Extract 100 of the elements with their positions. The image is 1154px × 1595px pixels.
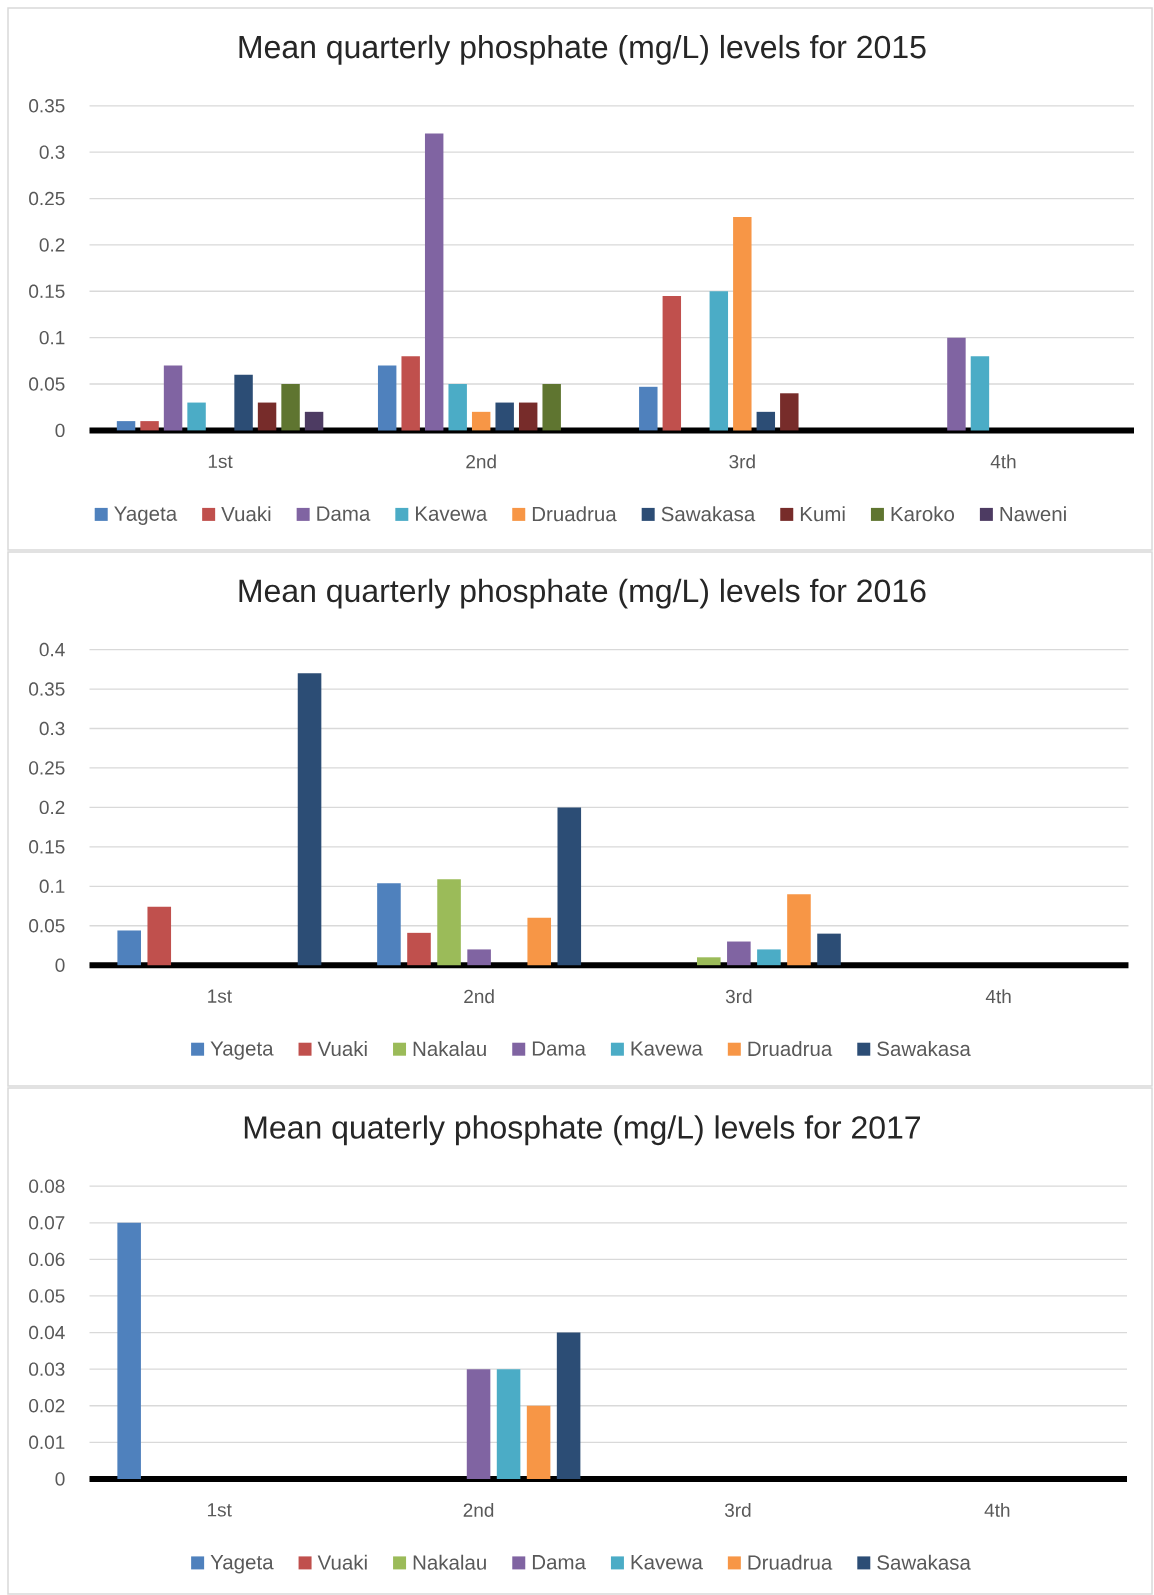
legend-label: Druadrua <box>532 506 617 522</box>
bar <box>437 879 461 966</box>
bar <box>147 906 172 966</box>
y-tick-label: 0.1 <box>39 330 65 345</box>
legend-label: Vuaki <box>221 506 271 522</box>
bar <box>787 894 811 966</box>
legend-label: Kavewa <box>416 506 488 521</box>
y-tick-label: 0.02 <box>29 1399 65 1413</box>
bar <box>495 402 514 431</box>
legend-label: Sawakasa <box>877 1554 971 1570</box>
bar <box>117 930 141 966</box>
y-tick-label: 0.2 <box>39 238 65 252</box>
bar <box>733 217 752 431</box>
legend-label: Nakalau <box>413 1041 486 1057</box>
bar <box>257 402 277 431</box>
bar <box>527 917 552 966</box>
bar <box>780 393 799 431</box>
bar <box>709 291 729 431</box>
bar <box>187 402 206 431</box>
bar <box>639 386 658 431</box>
y-tick-label: 0.4 <box>39 642 65 657</box>
bar <box>727 941 751 966</box>
bar <box>377 365 397 431</box>
legend-label: Vuaki <box>317 1041 367 1057</box>
chart-title: Mean quaterly phosphate (mg/L) levels for 2017 <box>244 1115 921 1146</box>
bar <box>448 384 467 431</box>
y-tick-label: 0.05 <box>29 377 65 391</box>
x-tick-label: 2nd <box>466 454 496 469</box>
legend-label: Druadrua <box>748 1554 833 1570</box>
legend-label: Dama <box>532 1041 586 1056</box>
x-tick-label: 4th <box>985 989 1011 1004</box>
legend-label: Druadrua <box>748 1041 833 1057</box>
y-tick-label: 0.05 <box>29 919 65 933</box>
y-tick-label: 0.07 <box>29 1216 65 1230</box>
x-tick-label: 4th <box>984 1502 1010 1517</box>
y-tick-label: 0.25 <box>29 191 65 206</box>
legend-label: Sawakasa <box>661 506 756 522</box>
legend-label: Karoko <box>891 506 955 522</box>
legend-label: Kavewa <box>631 1555 703 1570</box>
bar <box>424 133 444 431</box>
y-tick-label: 0.04 <box>29 1325 65 1340</box>
bar <box>467 949 491 966</box>
legend-label: Dama <box>317 506 371 521</box>
chart-title: Mean quarterly phosphate (mg/L) levels for 2016 <box>239 578 926 609</box>
x-tick-label: 2nd <box>464 989 494 1004</box>
y-tick-label: 0.35 <box>29 99 65 113</box>
bar <box>304 411 324 431</box>
y-tick-label: 0.35 <box>29 682 65 696</box>
y-tick-label: 0 <box>55 1472 65 1486</box>
x-tick-label: 1st <box>207 1503 232 1517</box>
bar <box>471 411 491 431</box>
bar <box>557 807 582 966</box>
y-tick-label: 0.15 <box>29 284 65 298</box>
legend-label: Nakalau <box>413 1554 486 1570</box>
x-tick-label: 3rd <box>724 1502 751 1517</box>
bar <box>662 295 682 431</box>
y-tick-label: 0.15 <box>29 840 65 854</box>
legend-label: Kumi <box>800 506 845 522</box>
legend-label: Yageta <box>210 1555 274 1574</box>
x-tick-label: 1st <box>208 454 233 469</box>
bar <box>401 356 420 431</box>
bar <box>377 883 401 966</box>
legend-label: Yageta <box>210 1041 274 1060</box>
bar <box>116 421 136 431</box>
y-tick-label: 0.05 <box>29 1289 65 1303</box>
bar <box>756 411 776 431</box>
y-tick-label: 0.01 <box>29 1435 65 1450</box>
legend-label: Sawakasa <box>877 1041 971 1057</box>
bar <box>542 384 561 431</box>
y-tick-label: 0.3 <box>39 145 65 159</box>
bar <box>757 949 781 966</box>
bar <box>970 356 990 431</box>
x-tick-label: 4th <box>990 454 1016 469</box>
y-tick-label: 0.3 <box>39 721 65 736</box>
y-tick-label: 0.1 <box>39 879 65 894</box>
y-tick-label: 0 <box>55 958 65 972</box>
bar <box>281 384 300 431</box>
y-tick-label: 0.03 <box>29 1362 65 1376</box>
legend-label: Yageta <box>114 506 178 525</box>
x-tick-label: 3rd <box>729 454 755 469</box>
bar <box>947 337 966 431</box>
legend-label: Kavewa <box>631 1041 703 1056</box>
bar <box>518 402 538 431</box>
y-tick-label: 0 <box>55 423 65 438</box>
bar <box>407 932 431 966</box>
y-tick-label: 0.08 <box>29 1179 65 1193</box>
legend-label: Dama <box>532 1555 586 1570</box>
legend-label: Naweni <box>1000 506 1066 522</box>
bar <box>140 421 159 431</box>
y-tick-label: 0.25 <box>29 761 65 775</box>
legend-label: Vuaki <box>317 1554 367 1570</box>
bar <box>234 374 253 431</box>
bar <box>817 933 841 966</box>
x-tick-label: 2nd <box>463 1502 494 1517</box>
bar <box>163 365 183 431</box>
y-tick-label: 0.2 <box>39 800 65 815</box>
x-tick-label: 1st <box>208 989 232 1003</box>
y-tick-label: 0.06 <box>29 1252 65 1267</box>
chart-title: Mean quarterly phosphate (mg/L) levels for 2015 <box>239 34 926 65</box>
x-tick-label: 3rd <box>725 989 752 1004</box>
